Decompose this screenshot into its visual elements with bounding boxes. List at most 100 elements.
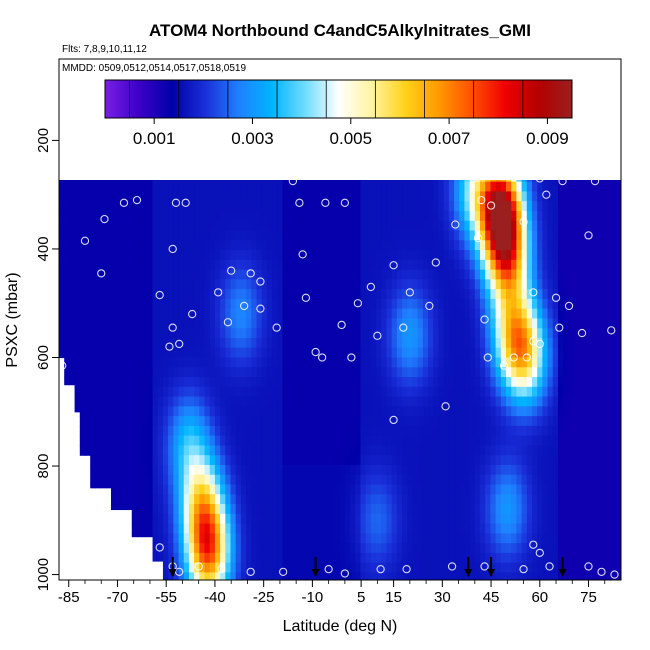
field-cell — [79, 289, 86, 300]
field-cell — [69, 201, 76, 212]
field-cell — [417, 445, 424, 456]
field-cell — [464, 328, 471, 339]
field-cell — [105, 377, 112, 388]
field-cell — [168, 572, 174, 580]
field-cell — [402, 406, 408, 417]
field-cell — [199, 425, 206, 437]
field-cell — [412, 328, 419, 339]
field-cell — [370, 396, 377, 407]
field-cell — [126, 416, 133, 427]
field-cell — [95, 181, 102, 193]
field-cell — [360, 464, 367, 476]
field-cell — [459, 279, 466, 290]
field-cell — [136, 298, 143, 310]
field-cell — [370, 181, 377, 193]
field-cell — [547, 289, 554, 300]
field-cell — [599, 445, 606, 456]
field-cell — [251, 572, 258, 580]
field-cell — [516, 230, 523, 241]
field-cell — [396, 328, 403, 339]
field-cell — [292, 201, 299, 212]
field-cell — [277, 484, 284, 495]
field-cell — [448, 425, 455, 437]
field-cell — [168, 220, 174, 232]
field-cell — [412, 425, 419, 437]
field-cell — [272, 289, 278, 300]
field-cell — [417, 259, 424, 271]
field-cell — [433, 562, 440, 573]
field-cell — [511, 308, 517, 320]
field-cell — [246, 201, 252, 212]
field-cell — [511, 416, 517, 427]
field-cell — [178, 406, 185, 417]
field-cell — [355, 298, 362, 310]
field-cell — [246, 416, 252, 427]
field-cell — [324, 513, 330, 525]
field-cell — [521, 191, 528, 202]
field-cell — [292, 455, 299, 466]
field-cell — [563, 504, 569, 515]
field-cell — [495, 386, 502, 398]
field-cell — [589, 552, 595, 564]
field-cell — [542, 279, 549, 290]
field-cell — [511, 377, 517, 388]
field-cell — [147, 445, 154, 456]
field-cell — [573, 474, 580, 486]
field-cell — [542, 210, 549, 222]
field-cell — [365, 484, 372, 495]
field-cell — [199, 191, 206, 202]
field-cell — [537, 337, 543, 349]
field-cell — [188, 318, 195, 329]
field-cell — [131, 367, 138, 378]
field-cell — [246, 406, 252, 417]
field-cell — [480, 572, 486, 580]
field-cell — [511, 259, 517, 271]
field-cell — [609, 357, 616, 368]
field-cell — [194, 318, 200, 329]
field-cell — [417, 543, 424, 554]
field-cell — [230, 328, 237, 339]
field-cell — [573, 572, 580, 580]
field-cell — [266, 513, 273, 525]
field-cell — [214, 416, 221, 427]
field-cell — [194, 201, 200, 212]
field-cell — [194, 406, 200, 417]
field-cell — [609, 220, 616, 232]
field-cell — [220, 279, 226, 290]
field-cell — [287, 504, 294, 515]
field-cell — [318, 425, 325, 437]
field-cell — [557, 337, 564, 349]
field-cell — [256, 543, 263, 554]
field-cell — [506, 386, 512, 398]
field-cell — [391, 298, 398, 310]
field-cell — [292, 425, 299, 437]
field-cell — [589, 504, 595, 515]
field-cell — [59, 210, 65, 222]
field-cell — [178, 474, 185, 486]
field-cell — [448, 298, 455, 310]
field-cell — [246, 464, 252, 476]
field-cell — [568, 367, 575, 378]
field-cell — [110, 181, 117, 193]
field-cell — [448, 513, 455, 525]
field-cell — [324, 523, 330, 534]
field-cell — [459, 337, 466, 349]
field-cell — [105, 210, 112, 222]
field-cell — [298, 445, 304, 456]
field-cell — [69, 210, 76, 222]
field-cell — [552, 308, 559, 320]
field-cell — [589, 445, 595, 456]
field-cell — [110, 279, 117, 290]
field-cell — [204, 504, 211, 515]
field-cell — [277, 416, 284, 427]
field-cell — [162, 455, 169, 466]
field-cell — [474, 572, 481, 580]
field-cell — [443, 504, 450, 515]
field-cell — [459, 562, 466, 573]
field-cell — [313, 406, 320, 417]
field-cell — [199, 533, 206, 544]
field-cell — [578, 220, 585, 232]
field-cell — [59, 181, 65, 193]
field-cell — [79, 259, 86, 271]
field-cell — [69, 259, 76, 271]
